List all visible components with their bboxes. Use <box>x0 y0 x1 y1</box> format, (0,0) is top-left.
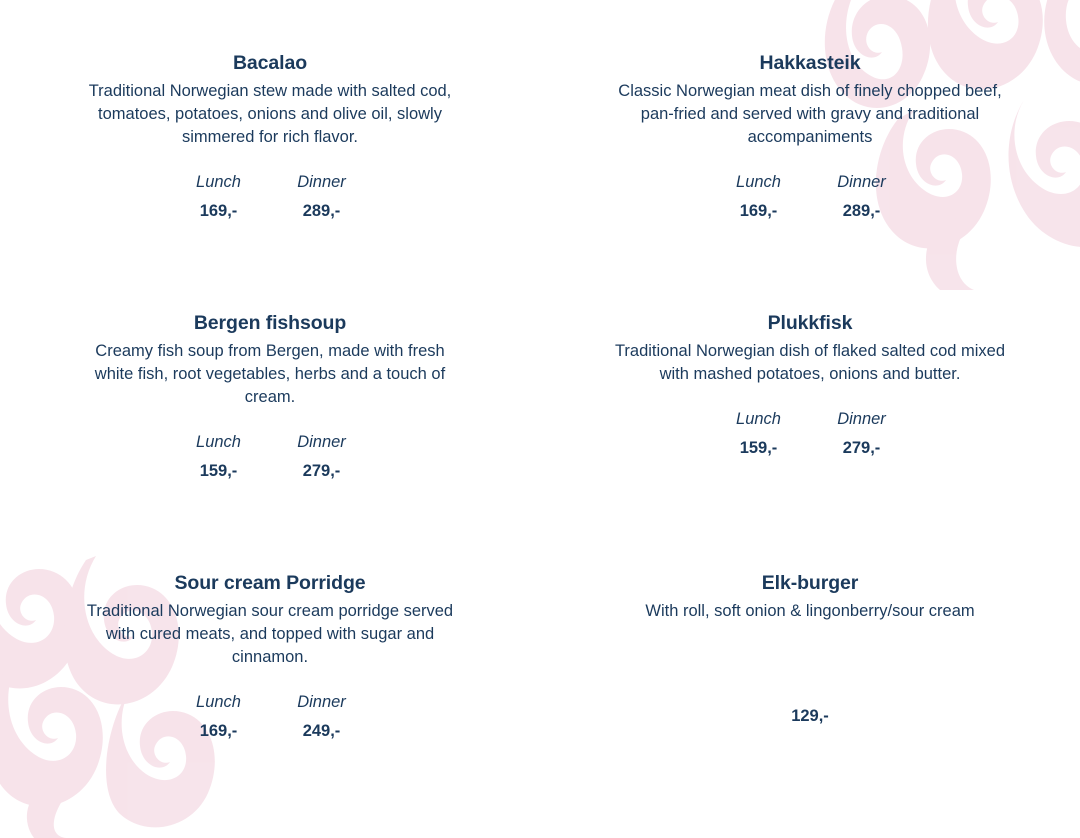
menu-item-title: Hakkasteik <box>759 52 861 74</box>
dinner-price: 249,- <box>302 721 341 740</box>
lunch-price: 169,- <box>199 201 238 220</box>
menu-item-description: Traditional Norwegian dish of flaked sal… <box>614 342 1006 384</box>
menu-item: Hakkasteik Classic Norwegian meat dish o… <box>540 52 1080 312</box>
menu-item-title: Plukkfisk <box>767 312 853 334</box>
menu-item-title: Bacalao <box>232 52 308 74</box>
lunch-label: Lunch <box>196 172 241 191</box>
dinner-price: 279,- <box>302 461 341 480</box>
dinner-label: Dinner <box>297 432 346 451</box>
dinner-label: Dinner <box>297 172 346 191</box>
lunch-label: Lunch <box>736 172 781 191</box>
menu-item-description: Traditional Norwegian stew made with sal… <box>88 82 452 146</box>
price-block: Lunch Dinner 159,- 279,- <box>566 410 1054 458</box>
menu-item-title: Sour cream Porridge <box>174 572 366 594</box>
lunch-price: 159,- <box>739 438 778 457</box>
menu-item: Elk-burger With roll, soft onion & lingo… <box>540 572 1080 832</box>
menu-item-description: With roll, soft onion & lingonberry/sour… <box>645 602 975 621</box>
menu-item-description: Classic Norwegian meat dish of finely ch… <box>618 82 1002 146</box>
single-price: 129,- <box>791 707 829 726</box>
menu-item: Bergen fishsoup Creamy fish soup from Be… <box>0 312 540 572</box>
dinner-price: 279,- <box>842 438 881 457</box>
price-block: Lunch Dinner 169,- 289,- <box>26 173 514 221</box>
lunch-label: Lunch <box>736 409 781 428</box>
price-table: Lunch Dinner 159,- 279,- <box>167 433 373 481</box>
lunch-price: 169,- <box>739 201 778 220</box>
dinner-label: Dinner <box>837 172 886 191</box>
lunch-price: 169,- <box>199 721 238 740</box>
menu-item: Sour cream Porridge Traditional Norwegia… <box>0 572 540 832</box>
lunch-price: 159,- <box>199 461 238 480</box>
price-block: Lunch Dinner 169,- 289,- <box>566 173 1054 221</box>
price-table: Lunch Dinner 169,- 289,- <box>707 173 913 221</box>
menu-item-title: Bergen fishsoup <box>193 312 347 334</box>
lunch-label: Lunch <box>196 692 241 711</box>
price-table: Lunch Dinner 159,- 279,- <box>707 410 913 458</box>
menu-item-description: Creamy fish soup from Bergen, made with … <box>94 342 446 406</box>
dinner-price: 289,- <box>842 201 881 220</box>
menu-item-title: Elk-burger <box>761 572 859 594</box>
price-table: Lunch Dinner 169,- 289,- <box>167 173 373 221</box>
menu-item: Bacalao Traditional Norwegian stew made … <box>0 52 540 312</box>
menu-item-description: Traditional Norwegian sour cream porridg… <box>86 602 454 666</box>
dinner-price: 289,- <box>302 201 341 220</box>
price-block: Lunch Dinner 159,- 279,- <box>26 433 514 481</box>
menu-grid: Bacalao Traditional Norwegian stew made … <box>0 52 1080 740</box>
menu-item: Plukkfisk Traditional Norwegian dish of … <box>540 312 1080 572</box>
dinner-label: Dinner <box>297 692 346 711</box>
dinner-label: Dinner <box>837 409 886 428</box>
lunch-label: Lunch <box>196 432 241 451</box>
price-block: Lunch Dinner 169,- 249,- <box>26 693 514 741</box>
price-table: Lunch Dinner 169,- 249,- <box>167 693 373 741</box>
